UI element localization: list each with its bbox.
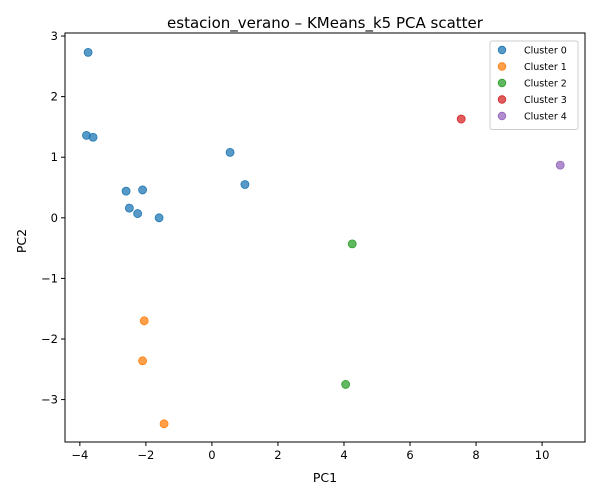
y-tick-label: −1 (41, 271, 58, 285)
legend-marker-cluster-0 (497, 45, 507, 55)
y-tick-label: −2 (41, 332, 58, 346)
legend-label-cluster-4: Cluster 4 (524, 112, 567, 123)
x-tick-label: 8 (472, 448, 479, 462)
y-tick-label: 1 (51, 150, 58, 164)
scatter-point-cluster-0 (88, 132, 98, 142)
scatter-point-cluster-1 (139, 316, 149, 326)
legend-marker-cluster-3 (497, 95, 507, 104)
plot-frame (64, 32, 586, 443)
scatter-point-cluster-1 (159, 419, 169, 429)
chart-title: estacion_verano – KMeans_k5 PCA scatter (167, 14, 484, 33)
scatter-point-cluster-0 (83, 47, 93, 57)
scatter-point-cluster-0 (121, 186, 131, 196)
legend-label-cluster-0: Cluster 0 (524, 46, 567, 57)
legend: Cluster 0 Cluster 1 Cluster 2 Cluster 3 Clus… (489, 40, 579, 130)
scatter-point-cluster-0 (240, 180, 250, 189)
scatter-point-cluster-0 (138, 185, 147, 195)
y-tick-label: −3 (41, 393, 58, 407)
legend-marker-cluster-2 (497, 78, 507, 88)
scatter-point-cluster-2 (341, 380, 351, 389)
y-tick-label: 3 (51, 29, 58, 43)
legend-marker-cluster-4 (497, 111, 507, 121)
legend-label-cluster-3: Cluster 3 (524, 95, 567, 106)
y-axis-label: PC2 (14, 229, 29, 253)
x-tick-label: 6 (406, 448, 413, 462)
legend-marker-cluster-1 (497, 62, 507, 71)
scatter-point-cluster-2 (347, 239, 357, 249)
y-tick-label: 2 (51, 90, 58, 104)
legend-box (489, 40, 579, 130)
scatter-point-cluster-0 (124, 203, 134, 213)
scatter-point-cluster-0 (133, 209, 143, 218)
legend-label-cluster-1: Cluster 1 (524, 62, 567, 73)
scatter-point-cluster-4 (555, 160, 565, 170)
x-tick-label: 10 (535, 448, 550, 462)
x-axis-label: PC1 (313, 470, 337, 485)
scatter-point-cluster-0 (154, 213, 164, 223)
legend-label-cluster-2: Cluster 2 (524, 79, 567, 90)
x-tick-label: −2 (137, 448, 154, 462)
x-tick-label: 4 (340, 448, 347, 462)
scatter-point-cluster-1 (138, 356, 147, 366)
x-tick-label: 2 (274, 448, 281, 462)
scatter-point-cluster-3 (456, 114, 466, 124)
y-tick-label: 0 (51, 211, 58, 225)
plot-layer: −4 −2 0 2 4 6 8 10 −3 −2 −1 0 1 2 3 (41, 29, 586, 462)
x-tick-label: 0 (208, 448, 215, 462)
x-tick-label: −4 (71, 448, 88, 462)
scatter-point-cluster-0 (225, 147, 235, 157)
